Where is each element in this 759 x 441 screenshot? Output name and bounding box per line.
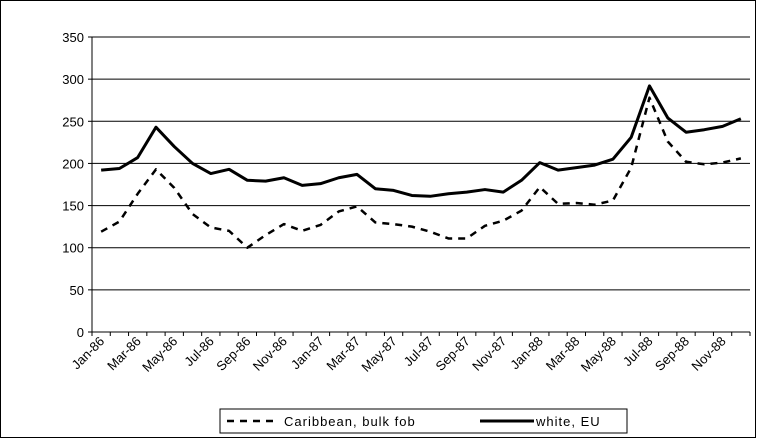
- series-caribbean-line: [100, 96, 742, 249]
- y-tick-label: 250: [62, 114, 84, 129]
- x-tick-label: Mar-87: [323, 334, 363, 374]
- series-white-eu-line: [101, 84, 742, 198]
- y-tick-label: 200: [62, 156, 84, 171]
- legend-label-caribbean: Caribbean, bulk fob: [284, 414, 416, 429]
- x-tick-label: Sep-87: [433, 334, 473, 374]
- x-tick-label: Jul-88: [620, 334, 656, 370]
- y-tick-label: 0: [77, 325, 84, 340]
- x-tick-label: Jan-86: [69, 334, 108, 373]
- gridlines: [92, 36, 750, 291]
- x-tick-label: May-88: [578, 334, 619, 375]
- legend-box: [219, 408, 628, 434]
- x-tick-label: Sep-86: [213, 334, 253, 374]
- x-tick-label: Nov-86: [250, 334, 290, 374]
- x-tick-label: Jan-88: [507, 334, 546, 373]
- series-lines: [100, 84, 742, 249]
- y-axis-ticks: 0 50 100 150 200 250 300 350: [62, 30, 92, 340]
- x-tick-label: Sep-88: [652, 334, 692, 374]
- y-tick-label: 50: [70, 283, 84, 298]
- legend-label-white-eu: white, EU: [535, 414, 601, 429]
- y-tick-label: 300: [62, 72, 84, 87]
- x-tick-label: Mar-86: [104, 334, 144, 374]
- x-tick-label: Jul-87: [401, 334, 437, 370]
- x-tick-label: Mar-88: [543, 334, 583, 374]
- x-tick-label: Nov-88: [688, 334, 728, 374]
- y-tick-label: 150: [62, 199, 84, 214]
- y-tick-label: 100: [62, 241, 84, 256]
- x-tick-label: Jan-87: [288, 334, 327, 373]
- x-tick-label: May-87: [358, 334, 399, 375]
- x-tick-label: Jul-86: [181, 334, 217, 370]
- y-tick-label: 350: [62, 30, 84, 45]
- axes: [91, 37, 750, 333]
- legend: Caribbean, bulk fob white, EU: [219, 408, 628, 434]
- x-tick-label: May-86: [139, 334, 180, 375]
- x-tick-label: Nov-87: [469, 334, 509, 374]
